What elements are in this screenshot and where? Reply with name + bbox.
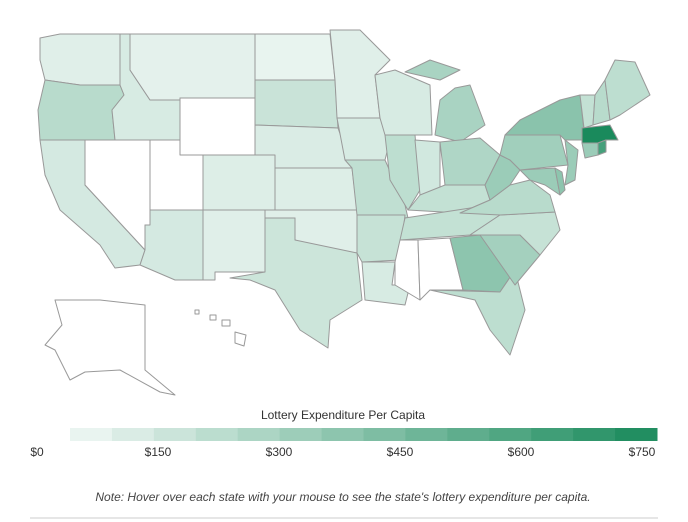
state — [254, 79, 339, 129]
state — [129, 33, 256, 101]
legend-tick-label: $600 — [508, 445, 535, 459]
state — [564, 139, 579, 186]
legend-step — [279, 428, 323, 441]
state — [202, 209, 266, 281]
legend-tick-label: $0 — [30, 445, 44, 459]
legend-step — [405, 428, 448, 441]
legend-step — [237, 428, 281, 441]
state — [44, 299, 176, 396]
state — [429, 269, 526, 356]
legend-step — [153, 428, 197, 441]
state — [554, 167, 566, 196]
legend-step — [573, 428, 616, 441]
state — [374, 69, 433, 136]
legend-tick-label: $450 — [387, 445, 414, 459]
legend-tick-label: $750 — [629, 445, 656, 459]
state — [597, 139, 607, 156]
state — [604, 59, 651, 121]
legend-step — [321, 428, 364, 441]
state — [356, 214, 406, 263]
state — [384, 134, 421, 211]
legend-step — [489, 428, 532, 441]
legend-tick-label: $300 — [266, 445, 293, 459]
state — [254, 33, 336, 81]
state — [37, 79, 125, 141]
state — [394, 239, 421, 301]
legend-tick-label: $150 — [145, 445, 172, 459]
legend-title: Lottery Expenditure Per Capita — [261, 408, 425, 422]
state — [414, 139, 441, 196]
legend-step — [363, 428, 406, 441]
state — [581, 124, 619, 144]
state — [39, 33, 121, 86]
state — [229, 217, 363, 349]
state — [519, 167, 561, 196]
state — [581, 142, 599, 159]
legend-step — [70, 428, 113, 441]
legend-step — [615, 428, 658, 441]
legend-step — [111, 428, 155, 441]
state — [194, 309, 247, 347]
legend-step — [195, 428, 239, 441]
state — [202, 154, 276, 211]
state — [274, 167, 358, 211]
note: Note: Hover over each state with your mo… — [95, 490, 590, 504]
legend-step — [531, 428, 574, 441]
state — [179, 97, 256, 156]
state — [504, 94, 586, 141]
legend-step — [447, 428, 490, 441]
